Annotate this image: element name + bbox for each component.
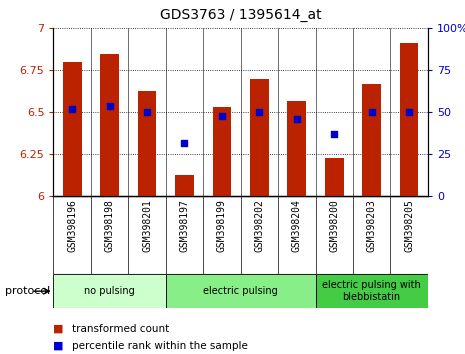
Text: GSM398196: GSM398196 — [67, 199, 77, 252]
Text: GSM398205: GSM398205 — [404, 199, 414, 252]
Bar — [250, 79, 269, 196]
Point — [218, 113, 226, 119]
Text: GSM398199: GSM398199 — [217, 199, 227, 252]
Bar — [63, 62, 81, 196]
Point — [181, 140, 188, 145]
Point — [368, 110, 375, 115]
Text: GSM398204: GSM398204 — [292, 199, 302, 252]
Point — [68, 106, 76, 112]
Bar — [100, 53, 119, 196]
Text: GSM398202: GSM398202 — [254, 199, 265, 252]
Point — [256, 110, 263, 115]
Text: transformed count: transformed count — [72, 324, 169, 334]
Text: percentile rank within the sample: percentile rank within the sample — [72, 341, 248, 351]
Bar — [53, 274, 166, 308]
Bar — [166, 274, 315, 308]
Bar — [362, 84, 381, 196]
Bar — [325, 158, 344, 196]
Bar — [400, 44, 418, 196]
Text: GSM398200: GSM398200 — [329, 199, 339, 252]
Text: GSM398203: GSM398203 — [366, 199, 377, 252]
Text: electric pulsing: electric pulsing — [203, 286, 278, 296]
Text: GSM398197: GSM398197 — [179, 199, 190, 252]
Text: no pulsing: no pulsing — [84, 286, 135, 296]
Bar — [213, 107, 231, 196]
Text: ■: ■ — [53, 341, 64, 351]
Text: electric pulsing with
blebbistatin: electric pulsing with blebbistatin — [322, 280, 421, 302]
Point — [405, 110, 413, 115]
Text: GSM398201: GSM398201 — [142, 199, 152, 252]
Bar — [315, 274, 428, 308]
Point — [143, 110, 151, 115]
Text: ■: ■ — [53, 324, 64, 334]
Bar — [175, 175, 194, 196]
Point — [293, 116, 300, 122]
Bar — [138, 91, 156, 196]
Point — [106, 103, 113, 108]
Bar — [287, 101, 306, 196]
Text: GSM398198: GSM398198 — [105, 199, 115, 252]
Text: protocol: protocol — [5, 286, 50, 296]
Text: GDS3763 / 1395614_at: GDS3763 / 1395614_at — [160, 8, 321, 23]
Point — [331, 131, 338, 137]
